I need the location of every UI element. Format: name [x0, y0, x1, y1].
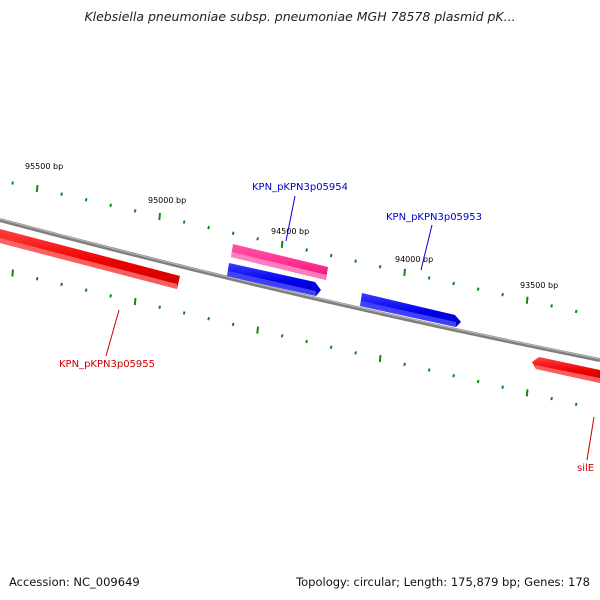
tick-label-95000: 95000 bp: [148, 196, 186, 205]
connector-kpn-pkpn3p05953: [420, 224, 433, 271]
gene-kpn-pkpn3p05954[interactable]: [231, 244, 328, 280]
tick-mark-upper: [525, 296, 529, 304]
tick-mark-lower: [305, 339, 308, 344]
tick-mark-lower: [501, 385, 504, 389]
tick-mark-lower: [158, 305, 161, 310]
tick-mark-upper: [207, 225, 210, 230]
tick-mark-upper: [280, 240, 284, 249]
tick-mark-upper: [231, 231, 235, 235]
tick-mark-lower: [476, 379, 480, 384]
tick-mark-lower: [207, 316, 210, 321]
tick-mark-lower: [256, 326, 259, 334]
tick-mark-lower: [354, 351, 357, 355]
tick-mark-upper: [427, 276, 431, 280]
tick-marks: [11, 181, 578, 407]
gene-label-sile[interactable]: silE: [577, 463, 594, 474]
genome-summary-text: Topology: circular; Length: 175,879 bp; …: [296, 575, 590, 589]
tick-mark-upper: [378, 265, 382, 269]
tick-label-93500: 93500 bp: [520, 281, 558, 290]
tick-mark-lower: [84, 288, 88, 292]
tick-mark-lower: [403, 362, 406, 367]
connector-kpn-pkpn3p05954: [285, 195, 296, 242]
tick-mark-upper: [60, 192, 63, 196]
map-title: Klebsiella pneumoniae subsp. pneumoniae …: [84, 9, 516, 24]
tick-mark-upper: [476, 287, 480, 291]
tick-mark-lower: [452, 374, 455, 378]
tick-mark-lower: [11, 269, 14, 277]
tick-label-95500: 95500 bp: [25, 162, 63, 171]
gene-kpn-pkpn3p05955[interactable]: [0, 229, 180, 289]
tick-mark-upper: [158, 212, 161, 221]
tick-mark-lower: [35, 277, 39, 281]
tick-mark-upper: [256, 237, 259, 241]
tick-mark-upper: [354, 259, 357, 263]
connector-sile: [586, 416, 595, 461]
tick-mark-lower: [329, 345, 333, 349]
gene-kpn-pkpn3p05953-part1[interactable]: [227, 263, 321, 296]
tick-mark-lower: [550, 396, 553, 401]
gene-label-kpn-pkpn3p05954[interactable]: KPN_pKPN3p05954: [252, 182, 348, 193]
tick-mark-upper: [329, 253, 333, 258]
gene-label-kpn-pkpn3p05955[interactable]: KPN_pKPN3p05955: [59, 359, 155, 370]
gene-kpn-pkpn3p05953-part2[interactable]: [360, 293, 461, 327]
tick-mark-upper: [305, 248, 308, 252]
tick-mark-upper: [550, 304, 553, 308]
tick-mark-lower: [280, 334, 284, 338]
tick-mark-upper: [403, 268, 406, 276]
tick-mark-lower: [525, 389, 529, 397]
backbone-highlight: [0, 218, 600, 360]
tick-mark-lower: [109, 294, 112, 298]
tick-mark-lower: [182, 311, 186, 315]
tick-mark-lower: [60, 282, 63, 287]
tick-mark-lower: [231, 322, 235, 327]
tick-mark-upper: [182, 220, 186, 224]
tick-mark-upper: [452, 281, 455, 286]
tick-mark-upper: [84, 197, 88, 202]
tick-label-94000: 94000 bp: [395, 255, 433, 264]
tick-mark-lower: [427, 368, 431, 372]
tick-mark-upper: [574, 309, 578, 314]
tick-mark-upper: [133, 209, 137, 213]
tick-mark-lower: [378, 355, 382, 363]
tick-mark-upper: [109, 203, 112, 208]
tick-mark-upper: [501, 292, 504, 297]
tick-mark-lower: [574, 402, 578, 407]
tick-mark-upper: [11, 181, 14, 185]
tick-mark-lower: [133, 297, 137, 306]
accession-text: Accession: NC_009649: [9, 575, 140, 589]
gene-sile[interactable]: [532, 357, 600, 383]
tick-label-94500: 94500 bp: [271, 227, 309, 236]
tick-mark-upper: [35, 184, 39, 193]
gene-label-kpn-pkpn3p05953[interactable]: KPN_pKPN3p05953: [386, 212, 482, 223]
backbone-line: [0, 218, 600, 362]
connector-kpn-pkpn3p05955: [105, 309, 120, 357]
